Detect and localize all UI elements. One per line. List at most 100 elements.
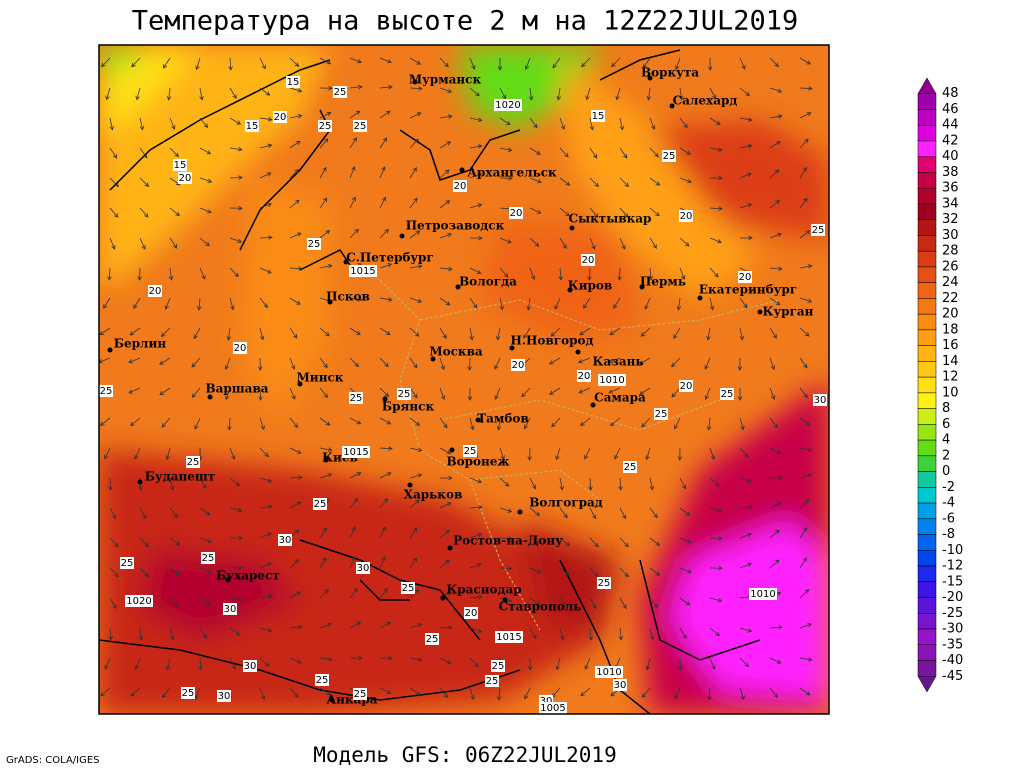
wind-arrow (439, 687, 448, 699)
wind-arrow (199, 537, 213, 544)
city-label: Мурманск (409, 73, 482, 87)
wind-arrow (409, 86, 423, 91)
wind-arrow (499, 297, 505, 311)
wind-arrow (379, 84, 393, 90)
wind-arrow (556, 87, 562, 101)
wind-arrow (379, 166, 386, 179)
wind-arrow (169, 117, 176, 130)
isotherm-label: 20 (512, 360, 525, 371)
wind-arrow (610, 417, 621, 427)
city-label: Тамбов (477, 412, 528, 426)
isotherm-label: 25 (663, 151, 676, 162)
wind-arrow (289, 387, 296, 400)
wind-arrow (739, 627, 753, 633)
wind-arrow (379, 498, 389, 509)
wind-arrow (704, 357, 711, 370)
wind-arrow (799, 112, 812, 119)
colorbar-band (917, 235, 937, 252)
colorbar-band (917, 439, 937, 457)
wind-arrow (799, 57, 812, 65)
isotherm-label: 25 (308, 239, 321, 250)
wind-arrow (494, 357, 501, 370)
isobar-label-box (749, 588, 777, 600)
wind-arrow (199, 87, 204, 101)
wind-arrow (349, 472, 362, 479)
city-dot (297, 381, 303, 387)
wind-arrow (439, 200, 451, 209)
wind-arrow (169, 207, 180, 217)
colorbar-label: -25 (942, 606, 963, 621)
wind-arrow (499, 267, 509, 278)
wind-arrow (529, 537, 542, 544)
wind-arrow (319, 327, 330, 337)
wind-arrow (319, 473, 333, 479)
wind-arrow (259, 504, 273, 510)
wind-arrow (679, 537, 692, 544)
wind-arrow (199, 267, 206, 280)
colorbar-label: 38 (942, 165, 959, 180)
colorbar-band (917, 660, 937, 677)
wind-arrow (550, 327, 561, 337)
wind-arrow (409, 327, 420, 337)
wind-arrow (679, 567, 692, 574)
wind-arrow (109, 147, 118, 159)
isotherm-label: 25 (624, 462, 637, 473)
city-label: Сыктывкар (569, 212, 652, 226)
isotherm-label: 25 (426, 634, 439, 645)
wind-arrow (229, 565, 243, 571)
city-dot (449, 447, 455, 453)
wind-arrow (259, 594, 273, 599)
colorbar-label: -30 (942, 622, 963, 637)
colorbar: 4846444240383634323028262422201816141210… (917, 77, 963, 693)
isotherm-label-box (597, 577, 611, 589)
wind-arrow (496, 327, 501, 341)
colorbar-band (917, 156, 937, 173)
wind-arrow (409, 112, 422, 119)
wind-arrow (559, 627, 565, 641)
isotherm-label-box (623, 461, 637, 473)
wind-arrow (799, 622, 813, 629)
isotherm-label-box (591, 110, 605, 122)
wind-arrow (409, 264, 423, 269)
colorbar-band (917, 534, 937, 551)
colorbar-band (917, 109, 937, 126)
wind-arrow (259, 447, 269, 458)
isobar-label-box (342, 446, 370, 458)
wind-arrow (799, 230, 811, 239)
wind-arrow (769, 169, 780, 179)
wind-arrow (229, 205, 243, 211)
wind-arrow (799, 167, 807, 179)
wind-arrow (379, 387, 390, 398)
wind-arrow (109, 117, 114, 131)
wind-arrow (289, 297, 301, 305)
isobar-label: 1015 (343, 447, 368, 458)
wind-arrow (99, 357, 111, 364)
wind-arrow (229, 297, 235, 311)
wind-arrow (769, 57, 779, 68)
isotherm-label: 25 (354, 121, 367, 132)
isotherm-label: 25 (398, 389, 411, 400)
wind-arrow (259, 57, 266, 70)
wind-arrow (552, 57, 561, 69)
wind-arrow (169, 597, 179, 608)
wind-arrow (679, 147, 691, 155)
isotherm-label: 25 (354, 689, 367, 700)
wind-arrow (319, 166, 327, 179)
wind-arrow (349, 57, 362, 64)
wind-arrow (769, 87, 783, 93)
city-label: Ростов-на-Дону (453, 534, 563, 548)
wind-arrow (409, 197, 418, 209)
colorbar-band (917, 313, 937, 331)
wind-arrow (289, 447, 302, 454)
wind-arrow (619, 177, 630, 188)
wind-arrow (769, 447, 782, 455)
isotherm-label: 20 (510, 208, 523, 219)
city-dot (509, 345, 515, 351)
wind-arrow (349, 357, 359, 368)
wind-arrow (799, 499, 810, 509)
isotherm-label: 20 (739, 272, 752, 283)
colorbar-label: 20 (942, 307, 959, 322)
wind-arrow (589, 567, 599, 578)
wind-arrow (107, 267, 112, 281)
wind-arrow (671, 387, 681, 398)
